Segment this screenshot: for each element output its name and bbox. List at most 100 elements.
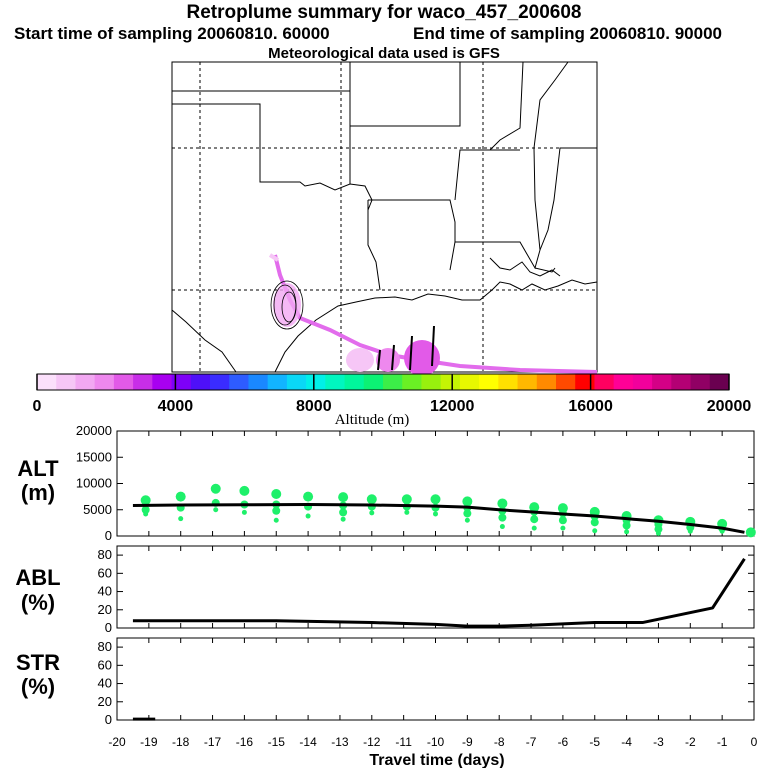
alt-scatter-point (140, 495, 151, 506)
map-coastline (274, 279, 598, 373)
colorbar-swatch (690, 374, 711, 390)
time-series-panels: 20000 15000 10000 5000 0 80 60 40 20 0 80 60 40 20 0 -2… (76, 423, 758, 749)
colorbar-swatch (75, 374, 96, 390)
alt-scatter-point (273, 517, 279, 523)
colorbar-swatch (440, 374, 461, 390)
str-panel-frame (116, 637, 755, 721)
str-y-tick-label: 80 (98, 639, 112, 654)
x-tick-label: -12 (363, 735, 381, 749)
alt-scatter-point (498, 513, 507, 522)
colorbar-swatch (383, 374, 403, 390)
x-tick-label: -10 (427, 735, 445, 749)
str-panel-label: STR (16, 650, 60, 675)
alt-scatter-point (404, 509, 410, 515)
map-panel (171, 61, 598, 376)
alt-series-line (132, 503, 745, 534)
sampling-end-text: End time of sampling 20060810. 90000 (413, 24, 722, 43)
colorbar-swatch (267, 374, 288, 390)
colorbar-title: Altitude (m) (335, 412, 410, 428)
alt-scatter-point (462, 496, 473, 507)
alt-scatter-point (303, 491, 314, 502)
alt-y-tick-label: 5000 (83, 502, 112, 517)
colorbar-swatch (306, 374, 326, 390)
x-tick-label: -11 (395, 735, 412, 749)
colorbar-swatch (632, 374, 653, 390)
colorbar-swatch (459, 374, 480, 390)
colorbar-swatch (37, 374, 57, 390)
alt-panel-label: ALT (17, 456, 59, 481)
alt-scatter-point (654, 525, 663, 534)
x-tick-label: -15 (268, 735, 286, 749)
colorbar-swatch (652, 374, 672, 390)
alt-scatter-point (430, 494, 441, 505)
colorbar-swatch (152, 374, 173, 390)
abl-panel-frame (116, 545, 755, 629)
plume-trajectory (268, 253, 280, 262)
x-tick-label: -6 (558, 735, 569, 749)
colorbar-tick-label: 0 (33, 398, 42, 415)
colorbar-swatch (210, 374, 230, 390)
x-tick-label: -14 (299, 735, 317, 749)
x-tick-label: -8 (494, 735, 505, 749)
alt-scatter-point (175, 491, 186, 502)
x-tick-label: -16 (236, 735, 254, 749)
x-tick-label: -18 (172, 735, 190, 749)
colorbar-swatch (594, 374, 615, 390)
colorbar-swatch (344, 374, 365, 390)
str-panel-unit: (%) (21, 674, 55, 699)
alt-scatter-point (655, 530, 661, 536)
colorbar-swatch (94, 374, 115, 390)
str-y-tick-label: 0 (105, 712, 112, 727)
alt-scatter-point (210, 483, 221, 494)
alt-y-tick-label: 0 (105, 528, 112, 543)
colorbar-swatch (498, 374, 519, 390)
colorbar-swatch (113, 374, 134, 390)
plume-contour (377, 325, 435, 371)
plume-contour (281, 291, 297, 323)
x-tick-label: -7 (526, 735, 537, 749)
colorbar-swatch (517, 374, 538, 390)
alt-scatter-point (141, 505, 150, 514)
colorbar-swatch (363, 374, 384, 390)
alt-scatter-point (592, 528, 598, 534)
colorbar-swatch (325, 374, 346, 390)
str-y-tick-label: 40 (98, 676, 112, 691)
alt-scatter-point (340, 516, 346, 522)
colorbar-tick-label: 4000 (158, 398, 194, 415)
alt-scatter-point (178, 516, 184, 522)
alt-scatter-point (366, 494, 377, 505)
alt-panel-unit: (m) (21, 480, 55, 505)
alt-scatter-point (497, 498, 508, 509)
alt-scatter-point (213, 507, 219, 513)
colorbar-swatch (479, 374, 499, 390)
alt-scatter-point (241, 509, 247, 515)
abl-series-line (132, 557, 746, 628)
alt-scatter-point (339, 508, 348, 517)
alt-scatter-point (433, 511, 438, 517)
alt-scatter-point (143, 511, 149, 517)
x-tick-label: -19 (140, 735, 158, 749)
alt-scatter-point (499, 524, 505, 530)
colorbar-swatch (536, 374, 557, 390)
sampling-start-text: Start time of sampling 20060810. 60000 (14, 24, 330, 43)
colorbar-swatch (229, 374, 249, 390)
alt-scatter-point (624, 529, 630, 535)
alt-scatter-point (590, 518, 599, 527)
alt-y-tick-label: 20000 (76, 423, 112, 438)
colorbar-tick-label: 16000 (568, 398, 613, 415)
x-tick-label: -1 (717, 735, 728, 749)
alt-scatter-point (745, 527, 756, 538)
abl-y-tick-label: 40 (98, 584, 112, 599)
alt-scatter-point (719, 528, 725, 534)
colorbar-swatch (248, 374, 269, 390)
alt-y-tick-label: 10000 (76, 476, 112, 491)
met-data-text: Meteorological data used is GFS (268, 45, 500, 62)
alt-scatter-point (463, 509, 472, 518)
colorbar-swatch (709, 374, 730, 390)
abl-panel-label: ABL (15, 565, 60, 590)
alt-scatter-point (401, 494, 412, 505)
plume-blob (346, 348, 374, 372)
colorbar-tick-label: 20000 (707, 398, 752, 415)
alt-scatter-point (369, 510, 375, 516)
